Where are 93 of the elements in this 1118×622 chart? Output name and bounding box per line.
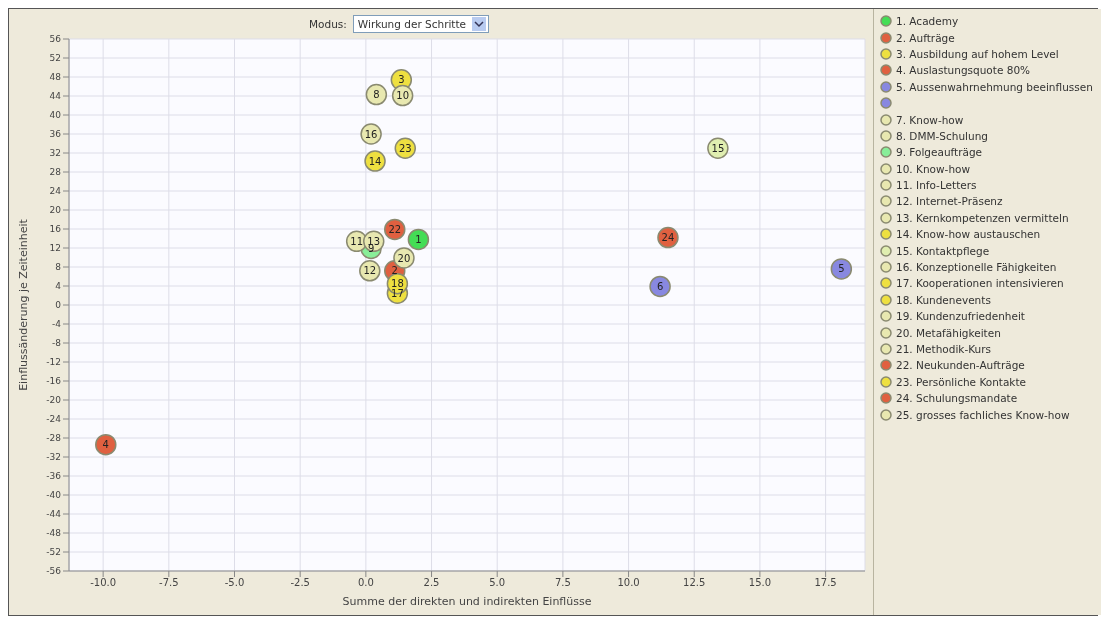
legend-label: 24. Schulungsmandate (895, 391, 1019, 407)
legend-label: 7. Know-how (895, 112, 965, 128)
annotation: 16 (364, 128, 378, 140)
x-tick-label: -5.0 (224, 577, 245, 589)
point (95, 433, 117, 456)
y-tick-label: -4 (52, 319, 62, 330)
x-axis-title: Summe der direkten und indirekten Einflüsse (342, 595, 592, 608)
annotation: 22 (388, 224, 402, 236)
legend-label: 23. Persönliche Kontakte (895, 374, 1028, 390)
text: Modus: (309, 18, 347, 30)
legend-label: 17. Kooperationen intensivieren (895, 276, 1065, 292)
y-tick-label: -24 (46, 414, 62, 425)
legend-label: 18. Kundenevents (895, 292, 992, 308)
legend-label: 15. Kontaktpflege (895, 243, 991, 259)
annotation: 14 (368, 155, 382, 167)
y-tick-label: -28 (46, 433, 62, 444)
legend-label: 21. Methodik-Kurs (895, 342, 992, 357)
legend-label: 14. Know-how austauschen (895, 227, 1042, 243)
annotation: 23 (398, 142, 412, 154)
y-tick-label: 12 (49, 243, 61, 254)
x-tick-label: 10.0 (617, 577, 640, 589)
legend-label: 4. Auslastungsquote 80% (895, 63, 1032, 79)
annotation: 6 (656, 281, 664, 293)
annotation: 5 (838, 263, 845, 275)
y-tick-label: -40 (46, 490, 62, 501)
point (649, 275, 671, 298)
y-axis-title: Einflussänderung je Zeiteinheit (16, 218, 30, 391)
dropdown: Wirkung der Schritte (352, 15, 490, 33)
y-tick-label: -32 (46, 452, 61, 463)
x-tick-label: 5.0 (489, 577, 506, 589)
legend-label: 25. grosses fachliches Know-how (895, 407, 1071, 423)
y-tick-label: 32 (49, 148, 61, 159)
point (365, 83, 388, 106)
annotation: 10 (396, 90, 409, 102)
point (830, 258, 853, 280)
annotation: 11 (350, 235, 364, 247)
annotation: 17 (391, 287, 404, 299)
legend-label: 13. Kernkompetenzen vermitteln (895, 210, 1070, 226)
legend-label: 12. Internet-Präsenz (895, 194, 1004, 210)
annotation: 2 (391, 265, 398, 277)
annotation: 20 (397, 252, 411, 264)
x-tick-label: 2.5 (423, 577, 440, 589)
y-tick-label: 56 (49, 34, 62, 45)
y-tick-label: -48 (46, 528, 62, 539)
annotation: 15 (711, 142, 725, 154)
y-tick-label: 52 (49, 53, 61, 64)
point (407, 228, 430, 251)
legend-label: 8. DMM-Schulung (895, 128, 989, 144)
x-tick-label: -2.5 (290, 577, 310, 589)
x-tick-label: 7.5 (554, 577, 571, 589)
legend-label: 10. Know-how (895, 161, 972, 177)
x-tick-label: 0.0 (357, 577, 374, 589)
annotation: 12 (363, 265, 377, 277)
x-tick-label: -10.0 (90, 577, 117, 589)
y-tick-label: 40 (49, 110, 62, 121)
y-tick-label: 44 (49, 91, 62, 102)
legend-label: 22. Neukunden-Aufträge (895, 358, 1026, 374)
annotation: 18 (391, 278, 404, 290)
annotation: 1 (415, 234, 422, 245)
y-tick-label: -12 (46, 357, 61, 368)
y-tick-label: -20 (46, 395, 62, 406)
x-tick-label: -7.5 (159, 577, 179, 589)
y-tick-label: 24 (49, 186, 62, 197)
y-tick-label: 16 (49, 224, 62, 235)
y-tick-label: 0 (55, 300, 62, 311)
annotation: 4 (102, 439, 109, 451)
legend-label: 1. Academy (895, 14, 960, 30)
legend-label: 3. Ausbildung auf hohem Level (895, 46, 1060, 62)
y-tick-label: 28 (49, 167, 62, 178)
y-tick-label: 48 (49, 72, 62, 83)
y-tick-label: -56 (46, 566, 62, 577)
y-tick-label: -8 (52, 338, 62, 349)
y-tick-label: 4 (55, 281, 62, 292)
legend-label: 19. Kundenzufriedenheit (895, 309, 1026, 325)
x-tick-label: 17.5 (814, 577, 837, 589)
y-tick-label: -36 (46, 471, 62, 482)
legend-label: 5. Aussenwahrnehmung beeinflussen (895, 79, 1094, 95)
y-tick-label: 8 (55, 262, 62, 273)
x-tick-label: 12.5 (683, 577, 706, 589)
y-tick-label: 20 (49, 205, 62, 216)
legend-label: 2. Aufträge (895, 30, 956, 46)
legend-label: 11. Info-Letters (895, 178, 978, 194)
y-tick-label: 36 (49, 129, 62, 140)
legend-label: 20. Metafähigkeiten (895, 325, 1002, 341)
legend-label: 16. Konzeptionelle Fähigkeiten (895, 260, 1058, 276)
y-tick-label: -44 (46, 509, 62, 520)
annotation: 8 (373, 89, 380, 101)
y-tick-label: -16 (46, 376, 62, 387)
y-tick-label: -52 (46, 547, 61, 558)
legend-label: 9. Folgeaufträge (895, 145, 984, 161)
annotation: 3 (398, 74, 405, 86)
x-tick-label: 15.0 (748, 577, 772, 589)
annotation: 24 (661, 232, 675, 244)
